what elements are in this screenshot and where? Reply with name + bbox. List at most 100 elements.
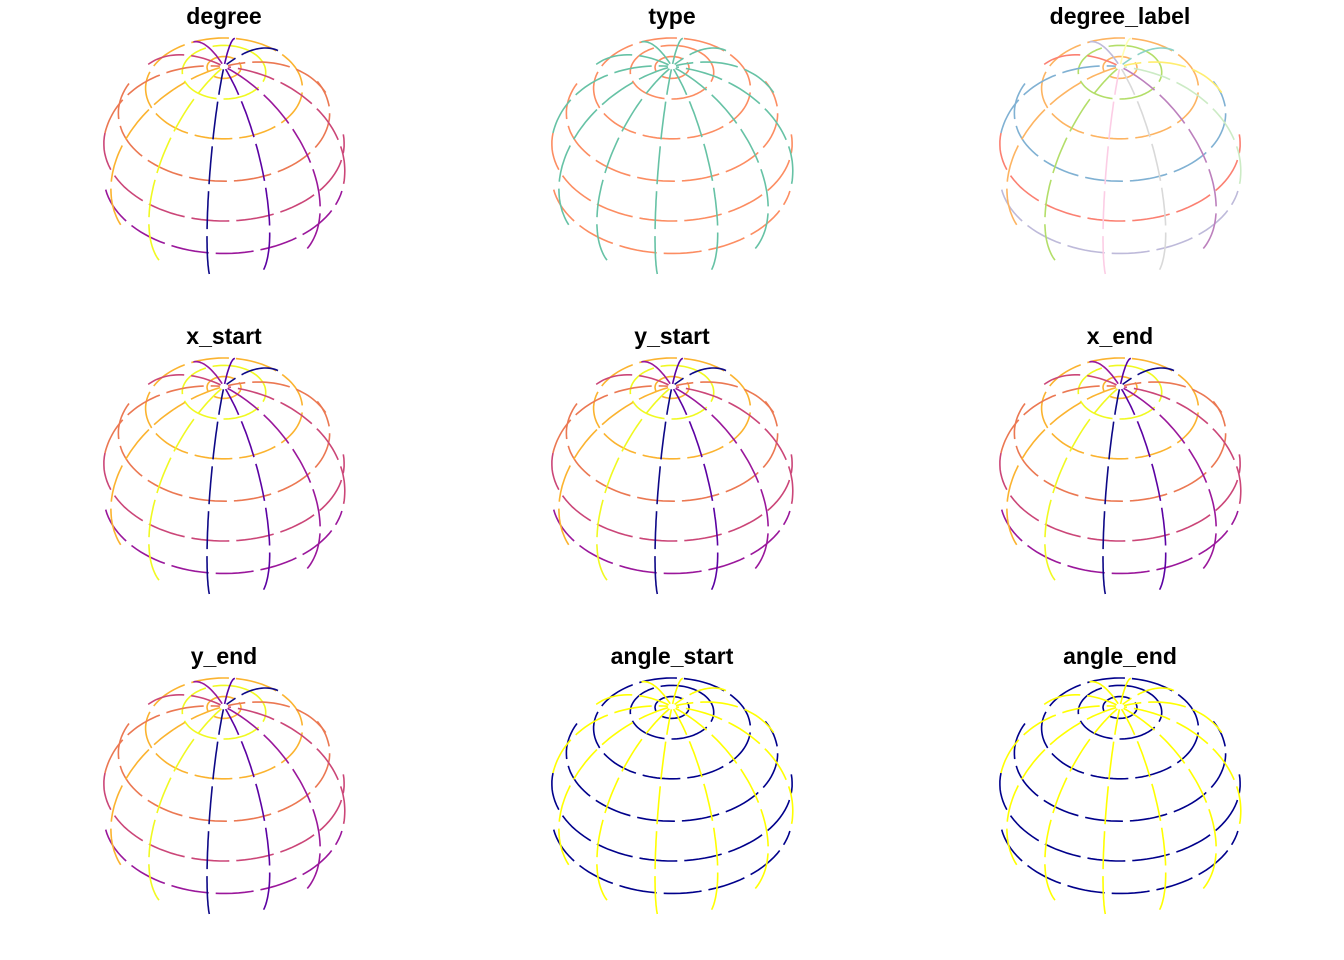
meridian-line [1123, 61, 1223, 94]
map-panel: angle_start [448, 640, 896, 960]
panel-title: angle_start [610, 643, 734, 669]
parallel-line [103, 772, 345, 862]
meridian-line [228, 706, 346, 824]
panel-title: y_end [190, 643, 258, 669]
map-panel: y_start [448, 320, 896, 640]
meridian-line [1124, 706, 1242, 824]
meridian-line [193, 40, 224, 65]
meridian-line [206, 389, 225, 595]
meridian-line [148, 708, 222, 901]
panel-title: y_start [634, 323, 710, 349]
meridian-line [675, 701, 775, 734]
meridian-line [672, 68, 719, 271]
parallel-line [1102, 695, 1138, 720]
meridian-line [227, 381, 327, 414]
graticule-globe [999, 677, 1242, 915]
parallel-line [103, 132, 345, 222]
panel-title: x_end [1086, 323, 1154, 349]
panel-title: degree [186, 3, 262, 29]
meridian-line [654, 69, 673, 275]
meridian-line [227, 707, 321, 889]
meridian-line [1044, 708, 1118, 901]
graticule-globe [103, 37, 346, 275]
meridian-line [228, 66, 346, 184]
meridian-line [228, 386, 346, 504]
parallel-line [565, 80, 779, 183]
meridian-line [227, 61, 327, 94]
map-panel: y_end [0, 640, 448, 960]
parallel-line [654, 375, 690, 400]
meridian-line [674, 47, 727, 66]
parallel-line [206, 55, 242, 80]
panel-title: degree_label [1049, 3, 1191, 29]
parallel-line [1013, 80, 1227, 183]
map-panel: x_end [896, 320, 1344, 640]
meridian-line [1089, 680, 1120, 705]
meridian-line [654, 709, 673, 915]
meridian-line [595, 694, 669, 706]
meridian-line [226, 687, 279, 706]
meridian-line [676, 66, 794, 184]
meridian-line [672, 708, 719, 911]
parallel-line [999, 772, 1241, 862]
meridian-line [674, 367, 727, 386]
graticule-globe [551, 677, 794, 915]
meridian-line [641, 680, 672, 705]
meridian-line [1120, 388, 1167, 591]
meridian-line [675, 707, 769, 889]
meridian-line [672, 388, 719, 591]
meridian-line [223, 357, 235, 385]
meridian-line [110, 386, 221, 546]
parallel-line [592, 37, 752, 140]
meridian-line [1123, 67, 1217, 249]
meridian-line [1124, 386, 1242, 504]
meridian-line [1122, 47, 1175, 66]
meridian-line [595, 54, 669, 66]
parallel-line [1013, 400, 1227, 503]
graticule-globe [103, 677, 346, 915]
meridian-line [1119, 357, 1131, 385]
meridian-line [558, 706, 669, 866]
meridian-line [675, 67, 769, 249]
parallel-line [103, 452, 345, 542]
meridian-line [675, 381, 775, 414]
parallel-line [206, 375, 242, 400]
parallel-line [565, 400, 779, 503]
meridian-line [104, 705, 220, 774]
parallel-line [144, 357, 304, 460]
meridian-line [1119, 37, 1131, 65]
meridian-line [675, 61, 775, 94]
panel-title: type [648, 3, 696, 29]
meridian-line [147, 694, 221, 706]
meridian-line [104, 65, 220, 134]
meridian-line [1120, 68, 1167, 271]
meridian-line [552, 385, 668, 454]
meridian-line [641, 40, 672, 65]
parallel-line [592, 677, 752, 780]
parallel-line [1102, 55, 1138, 80]
meridian-line [1006, 706, 1117, 866]
map-panel: x_start [0, 320, 448, 640]
meridian-line [596, 68, 670, 261]
meridian-line [671, 37, 683, 65]
parallel-line [551, 772, 793, 862]
parallel-line [1040, 677, 1200, 780]
map-panel: type [448, 0, 896, 320]
graticule-globe [103, 357, 346, 595]
meridian-line [1123, 707, 1217, 889]
meridian-line [1044, 68, 1118, 261]
meridian-line [1000, 385, 1116, 454]
meridian-line [1089, 360, 1120, 385]
meridian-line [676, 706, 794, 824]
graticule-globe [551, 357, 794, 595]
meridian-line [1120, 708, 1167, 911]
meridian-line [641, 360, 672, 385]
map-panel: degree [0, 0, 448, 320]
parallel-line [592, 357, 752, 460]
meridian-line [1102, 69, 1121, 275]
meridian-line [104, 385, 220, 454]
meridian-line [1123, 701, 1223, 734]
meridian-line [226, 367, 279, 386]
parallel-line [565, 720, 779, 823]
meridian-line [227, 67, 321, 249]
